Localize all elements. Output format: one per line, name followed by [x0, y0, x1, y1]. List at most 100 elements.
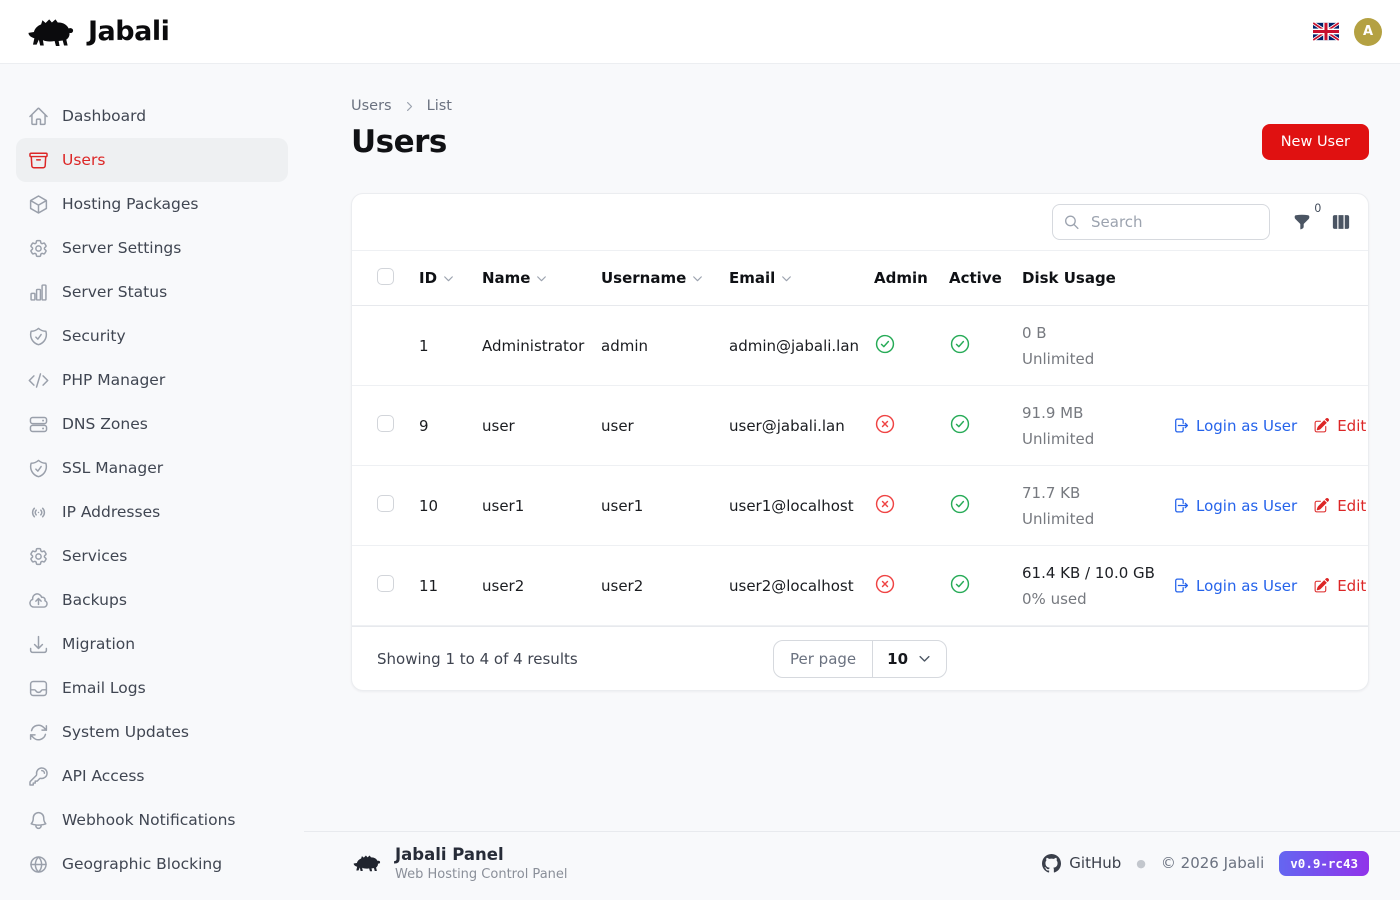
title-row: Users New User — [351, 124, 1369, 160]
login-as-user-button[interactable]: Login as User — [1172, 577, 1297, 595]
user-avatar[interactable]: A — [1354, 17, 1382, 46]
edit-icon — [1314, 578, 1330, 593]
sidebar-item-ssl-manager[interactable]: SSL Manager — [16, 446, 288, 490]
cell-disk-usage: 61.4 KB / 10.0 GB 0% used — [1022, 560, 1172, 612]
cell-email: user2@localhost — [729, 576, 854, 595]
cell-username: user — [601, 416, 634, 435]
row-checkbox[interactable] — [377, 415, 394, 432]
sidebar-item-label: Server Status — [62, 283, 168, 301]
table-row: 1 Administrator admin admin@jabali.lan 0 B Un… — [352, 306, 1368, 386]
sidebar-nav: Dashboard Users Hosting Packages Server Set… — [0, 64, 304, 900]
arrow-path-icon — [28, 722, 49, 743]
cell-email: user1@localhost — [729, 496, 854, 515]
sidebar-item-webhook-notifications[interactable]: Webhook Notifications — [16, 798, 288, 842]
x-circle-icon — [875, 414, 895, 433]
sidebar-item-services[interactable]: Services — [16, 534, 288, 578]
disk-usage-value: 91.9 MB — [1022, 403, 1084, 422]
sidebar-item-email-logs[interactable]: Email Logs — [16, 666, 288, 710]
cell-id: 9 — [419, 416, 429, 435]
sidebar-item-security[interactable]: Security — [16, 314, 288, 358]
check-circle-icon — [950, 574, 970, 593]
topbar-right: A — [1313, 17, 1382, 46]
archive-box-icon — [28, 150, 49, 171]
column-header-username[interactable]: Username — [601, 269, 729, 287]
home-icon — [28, 106, 49, 127]
sidebar-item-users[interactable]: Users — [16, 138, 288, 182]
sidebar-item-server-settings[interactable]: Server Settings — [16, 226, 288, 270]
cell-id: 1 — [419, 336, 429, 355]
sort-chevron-icon — [444, 275, 453, 281]
disk-usage-value: 71.7 KB — [1022, 483, 1081, 502]
cell-name: user1 — [482, 496, 525, 515]
cell-email: admin@jabali.lan — [729, 336, 860, 355]
sidebar-item-migration[interactable]: Migration — [16, 622, 288, 666]
sidebar-item-label: Webhook Notifications — [62, 811, 236, 829]
cell-username: user1 — [601, 496, 644, 515]
column-header-email[interactable]: Email — [729, 269, 874, 287]
breadcrumb-users-link[interactable]: Users — [351, 98, 392, 114]
sidebar-item-dns-zones[interactable]: DNS Zones — [16, 402, 288, 446]
results-summary: Showing 1 to 4 of 4 results — [377, 649, 578, 668]
table-row: 10 user1 user1 user1@localhost 71.7 KB Unlimi… — [352, 466, 1368, 546]
select-all-checkbox[interactable] — [377, 267, 394, 285]
edit-button[interactable]: Edit — [1313, 577, 1366, 595]
disk-usage-value: 61.4 KB / 10.0 GB — [1022, 563, 1155, 582]
edit-button[interactable]: Edit — [1313, 497, 1366, 515]
footer: Jabali Panel Web Hosting Control Panel G… — [304, 831, 1400, 900]
download-tray-icon — [28, 634, 49, 655]
cell-name: user2 — [482, 576, 525, 595]
cell-email: user@jabali.lan — [729, 416, 845, 435]
row-select-cell — [377, 495, 419, 516]
footer-meta: GitHub ● © 2026 Jabali v0.9-rc43 — [1042, 850, 1369, 876]
edit-button[interactable]: Edit — [1313, 417, 1366, 435]
github-label: GitHub — [1069, 854, 1122, 872]
filter-button[interactable]: 0 — [1293, 203, 1321, 231]
chart-bar-icon — [28, 282, 49, 303]
server-stack-icon — [28, 414, 49, 435]
new-user-button[interactable]: New User — [1261, 124, 1369, 160]
cell-disk-usage: 91.9 MB Unlimited — [1022, 400, 1172, 452]
search-input[interactable] — [1052, 204, 1270, 240]
cloud-up-icon — [28, 590, 49, 611]
sidebar-item-server-status[interactable]: Server Status — [16, 270, 288, 314]
sidebar-item-backups[interactable]: Backups — [16, 578, 288, 622]
per-page-select[interactable]: Per page 10 — [773, 639, 948, 678]
table-row: 9 user user user@jabali.lan 91.9 MB Unlimited… — [352, 386, 1368, 466]
login-as-user-button[interactable]: Login as User — [1172, 417, 1297, 435]
brand-name: Jabali — [88, 16, 170, 47]
github-link[interactable]: GitHub — [1042, 853, 1122, 873]
sidebar-item-php-manager[interactable]: PHP Manager — [16, 358, 288, 402]
columns-button[interactable] — [1331, 212, 1351, 232]
login-as-user-button[interactable]: Login as User — [1172, 497, 1297, 515]
sidebar-item-api-access[interactable]: API Access — [16, 754, 288, 798]
sidebar-item-label: API Access — [62, 767, 145, 785]
row-checkbox[interactable] — [377, 575, 394, 592]
sidebar-item-label: SSL Manager — [62, 459, 164, 477]
cell-active-status — [949, 413, 1022, 439]
sidebar-item-ip-addresses[interactable]: IP Addresses — [16, 490, 288, 534]
sidebar-item-system-updates[interactable]: System Updates — [16, 710, 288, 754]
cube-icon — [28, 194, 49, 215]
login-as-user-icon — [1175, 578, 1189, 593]
row-checkbox[interactable] — [377, 495, 394, 512]
brand[interactable]: Jabali — [24, 13, 170, 51]
edit-icon — [1314, 498, 1330, 513]
cog-icon — [28, 546, 49, 567]
column-header-name[interactable]: Name — [482, 269, 601, 287]
sidebar-item-label: PHP Manager — [62, 371, 166, 389]
column-header-id[interactable]: ID — [419, 269, 482, 287]
sidebar-item-geographic-blocking[interactable]: Geographic Blocking — [16, 842, 288, 886]
disk-usage-limit: 0% used — [1022, 589, 1087, 608]
version-badge: v0.9-rc43 — [1279, 850, 1369, 876]
row-select-cell — [377, 575, 419, 596]
search-box — [1052, 204, 1270, 240]
sidebar-item-label: Services — [62, 547, 128, 565]
sort-chevron-icon — [537, 275, 547, 281]
sidebar-item-dashboard[interactable]: Dashboard — [16, 94, 288, 138]
sidebar-item-label: Geographic Blocking — [62, 855, 223, 873]
sidebar-item-hosting-packages[interactable]: Hosting Packages — [16, 182, 288, 226]
language-flag-icon[interactable] — [1313, 22, 1339, 41]
shield-check-icon — [28, 326, 49, 347]
cell-admin-status — [874, 573, 949, 599]
